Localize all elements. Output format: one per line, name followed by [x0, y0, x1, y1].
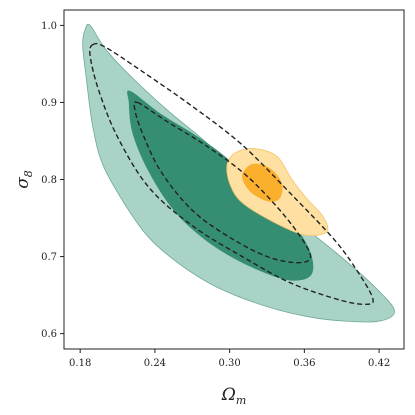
x-tick-label: 0.30	[219, 358, 241, 369]
y-tick-label: 0.9	[41, 98, 57, 109]
x-tick-label: 0.36	[293, 358, 315, 369]
green-inner-contour	[127, 90, 314, 281]
y-tick-label: 0.6	[41, 329, 57, 340]
x-tick-label: 0.18	[69, 358, 91, 369]
x-axis-label: Ωm	[221, 385, 247, 407]
y-tick-label: 1.0	[41, 21, 57, 32]
plot-layer	[82, 23, 395, 323]
x-tick-label: 0.24	[144, 358, 166, 369]
x-axis-label-main: Ω	[221, 385, 236, 405]
ticks-layer: 0.18 0.24 0.30 0.36 0.42 0.6 0.7 0.8 0.9 1.0	[41, 21, 390, 369]
y-axis-label-main: σ	[13, 177, 33, 189]
dashed-contour-4	[89, 42, 374, 306]
x-tick-label: 0.42	[368, 358, 390, 369]
dashed-contour-5	[133, 101, 312, 264]
y-tick-label: 0.7	[41, 252, 57, 263]
x-axis-label-sub: m	[236, 394, 246, 407]
y-axis-label: σ8	[13, 170, 35, 189]
orange-inner-contour	[242, 163, 283, 202]
y-tick-label: 0.8	[41, 175, 57, 186]
y-axis-label-sub: 8	[22, 170, 35, 177]
